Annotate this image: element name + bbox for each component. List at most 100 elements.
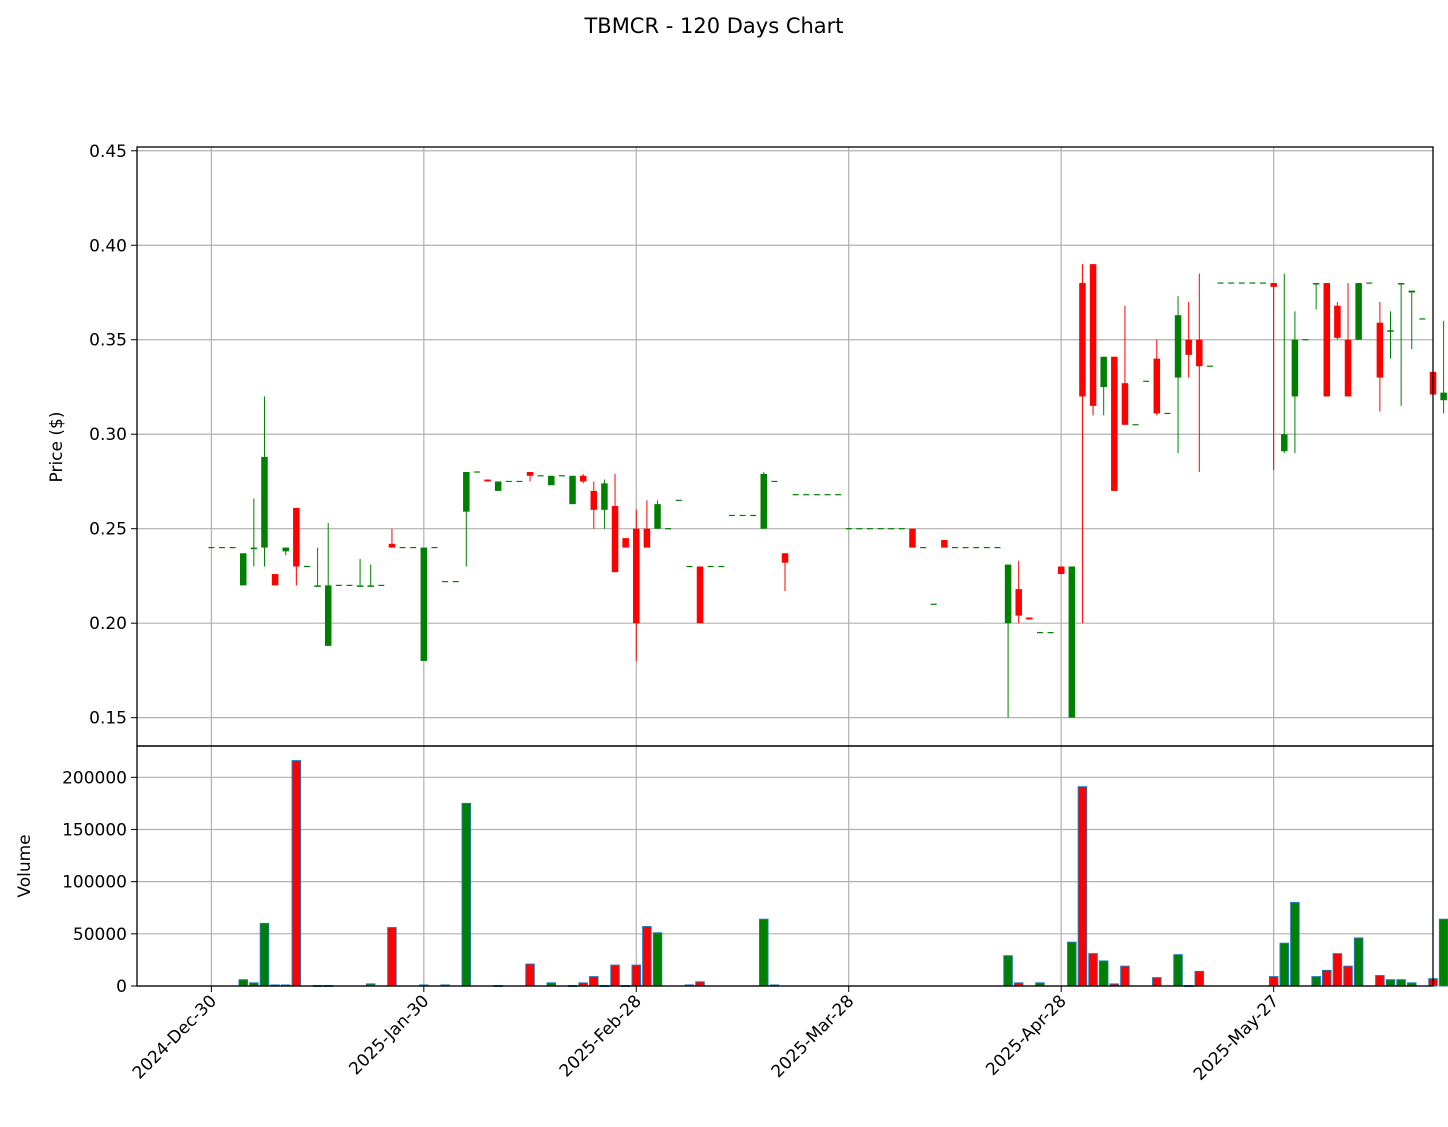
price-candle-body [654,504,661,529]
volume-bar [260,923,269,986]
volume-bar [388,928,397,986]
price-candle-body [293,508,300,567]
price-candle-body [1355,283,1362,340]
price-candle-body [314,585,321,587]
volume-axis-label: Volume [15,834,35,897]
volume-bar [632,965,641,986]
volume-bar [590,977,599,986]
price-candle-body [1313,283,1320,285]
volume-bar [643,927,652,986]
price-candle-body [495,481,502,490]
price-candle-body [782,553,789,562]
volume-bar [1089,954,1098,986]
volume-panel-frame [137,746,1433,986]
volume-bar [1312,977,1321,986]
price-candle-body [325,585,332,645]
price-candle-body [909,529,916,548]
price-candle-body [251,548,258,550]
price-candle-body [1377,323,1384,378]
price-candle-body [272,574,279,585]
price-tick-label: 0.30 [89,425,127,445]
price-axis-label: Price ($) [47,412,67,483]
price-candle-body [1069,566,1076,717]
price-candle-body [644,529,651,548]
volume-bar [239,980,248,986]
volume-bar [1386,980,1395,986]
price-grid [137,147,1448,746]
volume-bar [1078,787,1087,986]
volume-bar [653,933,662,986]
volume-bar [1354,938,1363,986]
price-candle-body [1185,340,1192,355]
price-candle-body [1398,283,1405,285]
price-candle-body [389,544,396,548]
volume-bar [1397,980,1406,986]
volume-y-axis: 0 50000 100000 150000 200000 [62,768,137,997]
price-tick-label: 0.25 [89,520,127,540]
price-tick-label: 0.40 [89,236,127,256]
volume-grid [137,746,1448,986]
volume-bar [1099,961,1108,986]
volume-tick-label: 0 [116,977,127,997]
price-tick-label: 0.20 [89,614,127,634]
volume-bar [1121,966,1130,986]
volume-tick-label: 150000 [62,820,127,840]
price-candle-body [622,538,629,547]
price-candle-body [941,540,948,548]
volume-bar [1323,970,1332,986]
price-candle-body [1334,306,1341,338]
price-candle-body [697,566,704,623]
price-tick-label: 0.45 [89,142,127,162]
price-y-axis: 0.15 0.20 0.25 0.30 0.35 0.40 0.45 [89,142,137,729]
volume-bar [1004,956,1013,986]
volume-bar [760,919,769,986]
price-candle-body [1015,589,1022,615]
price-candle-body [633,529,640,623]
volume-bars [239,761,1448,987]
x-tick-label: 2025-Mar-28 [768,991,859,1082]
price-candle-body [463,472,470,512]
price-candles [208,177,1448,717]
price-candle-body [1111,357,1118,491]
price-candle-body [1281,434,1288,451]
price-candle-body [240,553,247,585]
price-candle-body [580,476,587,482]
price-candle-body [261,457,268,548]
price-candle-body [1090,264,1097,406]
price-candle-body [367,585,374,587]
volume-tick-label: 200000 [62,768,127,788]
x-tick-label: 2025-Feb-28 [556,991,646,1081]
volume-bar [526,964,535,986]
price-candle-body [357,585,364,587]
price-candle-body [761,474,768,529]
volume-bar [611,965,620,986]
price-candle-body [1387,330,1394,332]
x-tick-label: 2025-Jan-30 [345,991,433,1079]
volume-bar [1344,966,1353,986]
price-panel-frame [137,147,1433,746]
price-candle-body [612,506,619,572]
price-candle-body [1440,393,1447,401]
price-candle-body [1005,565,1012,624]
volume-bar [1195,971,1204,986]
price-candle-body [421,548,428,661]
x-tick-label: 2025-Apr-28 [982,991,1070,1079]
volume-tick-label: 100000 [62,873,127,893]
price-candle-body [569,476,576,504]
price-candle-body [591,491,598,510]
volume-bar [462,803,471,986]
volume-bar [1333,954,1342,986]
price-tick-label: 0.35 [89,331,127,351]
price-candle-body [1270,283,1277,287]
volume-bar [1153,978,1162,986]
volume-bar [1068,942,1077,986]
price-candle-body [1196,340,1203,366]
volume-bar [1439,919,1448,986]
price-candle-body [548,476,555,485]
price-candle-body [1175,315,1182,377]
price-candle-body [1100,357,1107,387]
price-candle-body [1409,291,1416,293]
price-tick-label: 0.15 [89,709,127,729]
price-candle-body [1292,340,1299,397]
